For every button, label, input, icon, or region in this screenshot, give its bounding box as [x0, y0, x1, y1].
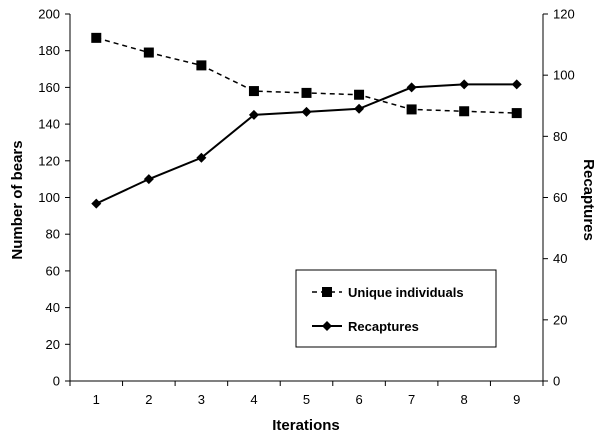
x-tick-label: 1	[93, 392, 100, 407]
recaptures-point	[143, 174, 154, 185]
y-tick-label-left: 40	[46, 300, 60, 315]
recaptures-point	[196, 152, 207, 163]
y-tick-label-left: 100	[38, 190, 60, 205]
recaptures-point	[354, 103, 365, 114]
legend-recaptures-label: Recaptures	[348, 319, 419, 334]
unique-individuals-point	[91, 32, 102, 43]
y-axis-title-left: Number of bears	[9, 140, 26, 259]
y-tick-label-left: 20	[46, 337, 60, 352]
unique-individuals-point	[301, 87, 312, 98]
y-tick-label-left: 80	[46, 227, 60, 242]
series-unique-individuals	[91, 32, 522, 119]
unique-individuals-point	[406, 104, 417, 115]
y-tick-label-left: 140	[38, 117, 60, 132]
x-axis-title: Iterations	[272, 417, 340, 434]
right-axis-ticks: 0 20 40 60 80 100 120	[543, 7, 575, 389]
recaptures-point	[91, 198, 102, 209]
x-tick-label: 5	[303, 392, 310, 407]
series-recaptures	[91, 79, 522, 209]
unique-individuals-point	[459, 106, 470, 117]
x-tick-label: 8	[461, 392, 468, 407]
unique-individuals-point	[143, 47, 154, 58]
left-axis-ticks: 0 20 40 60 80 100 120 140 160 180 200	[38, 7, 70, 389]
legend: Unique individuals Recaptures	[295, 269, 497, 348]
unique-individuals-point	[248, 86, 259, 97]
x-tick-label: 9	[513, 392, 520, 407]
unique-individuals-point	[354, 89, 365, 100]
legend-unique-marker	[322, 287, 332, 297]
y-tick-label-left: 180	[38, 43, 60, 58]
recaptures-line	[95, 83, 517, 205]
x-tick-label: 7	[408, 392, 415, 407]
legend-recaptures-marker	[322, 321, 332, 331]
unique-individuals-point	[511, 108, 522, 119]
y-axis-title-right: Recaptures	[580, 159, 597, 241]
recaptures-point	[406, 82, 417, 93]
y-tick-label-left: 60	[46, 263, 60, 278]
x-tick-label: 2	[145, 392, 152, 407]
y-tick-label-right: 60	[553, 190, 567, 205]
x-tick-label: 6	[355, 392, 362, 407]
recaptures-point	[248, 109, 259, 120]
y-tick-label-right: 0	[553, 374, 560, 389]
y-tick-label-left: 120	[38, 153, 60, 168]
y-tick-label-right: 120	[553, 7, 575, 22]
x-axis-ticks: 1 2 3 4 5 6 7 8 9	[69, 381, 544, 407]
x-tick-label: 3	[198, 392, 205, 407]
recaptures-point	[511, 79, 522, 90]
recaptures-point	[301, 106, 312, 117]
y-tick-label-right: 80	[553, 129, 567, 144]
x-tick-label: 4	[250, 392, 257, 407]
y-tick-label-right: 20	[553, 312, 567, 327]
y-tick-label-left: 160	[38, 80, 60, 95]
y-tick-label-right: 40	[553, 251, 567, 266]
y-tick-label-left: 200	[38, 7, 60, 22]
y-tick-label-right: 100	[553, 68, 575, 83]
legend-box	[295, 269, 497, 348]
unique-individuals-line	[96, 37, 517, 114]
y-tick-label-left: 0	[53, 374, 60, 389]
recaptures-point	[459, 79, 470, 90]
unique-individuals-point	[196, 60, 207, 71]
legend-unique-label: Unique individuals	[348, 285, 464, 300]
